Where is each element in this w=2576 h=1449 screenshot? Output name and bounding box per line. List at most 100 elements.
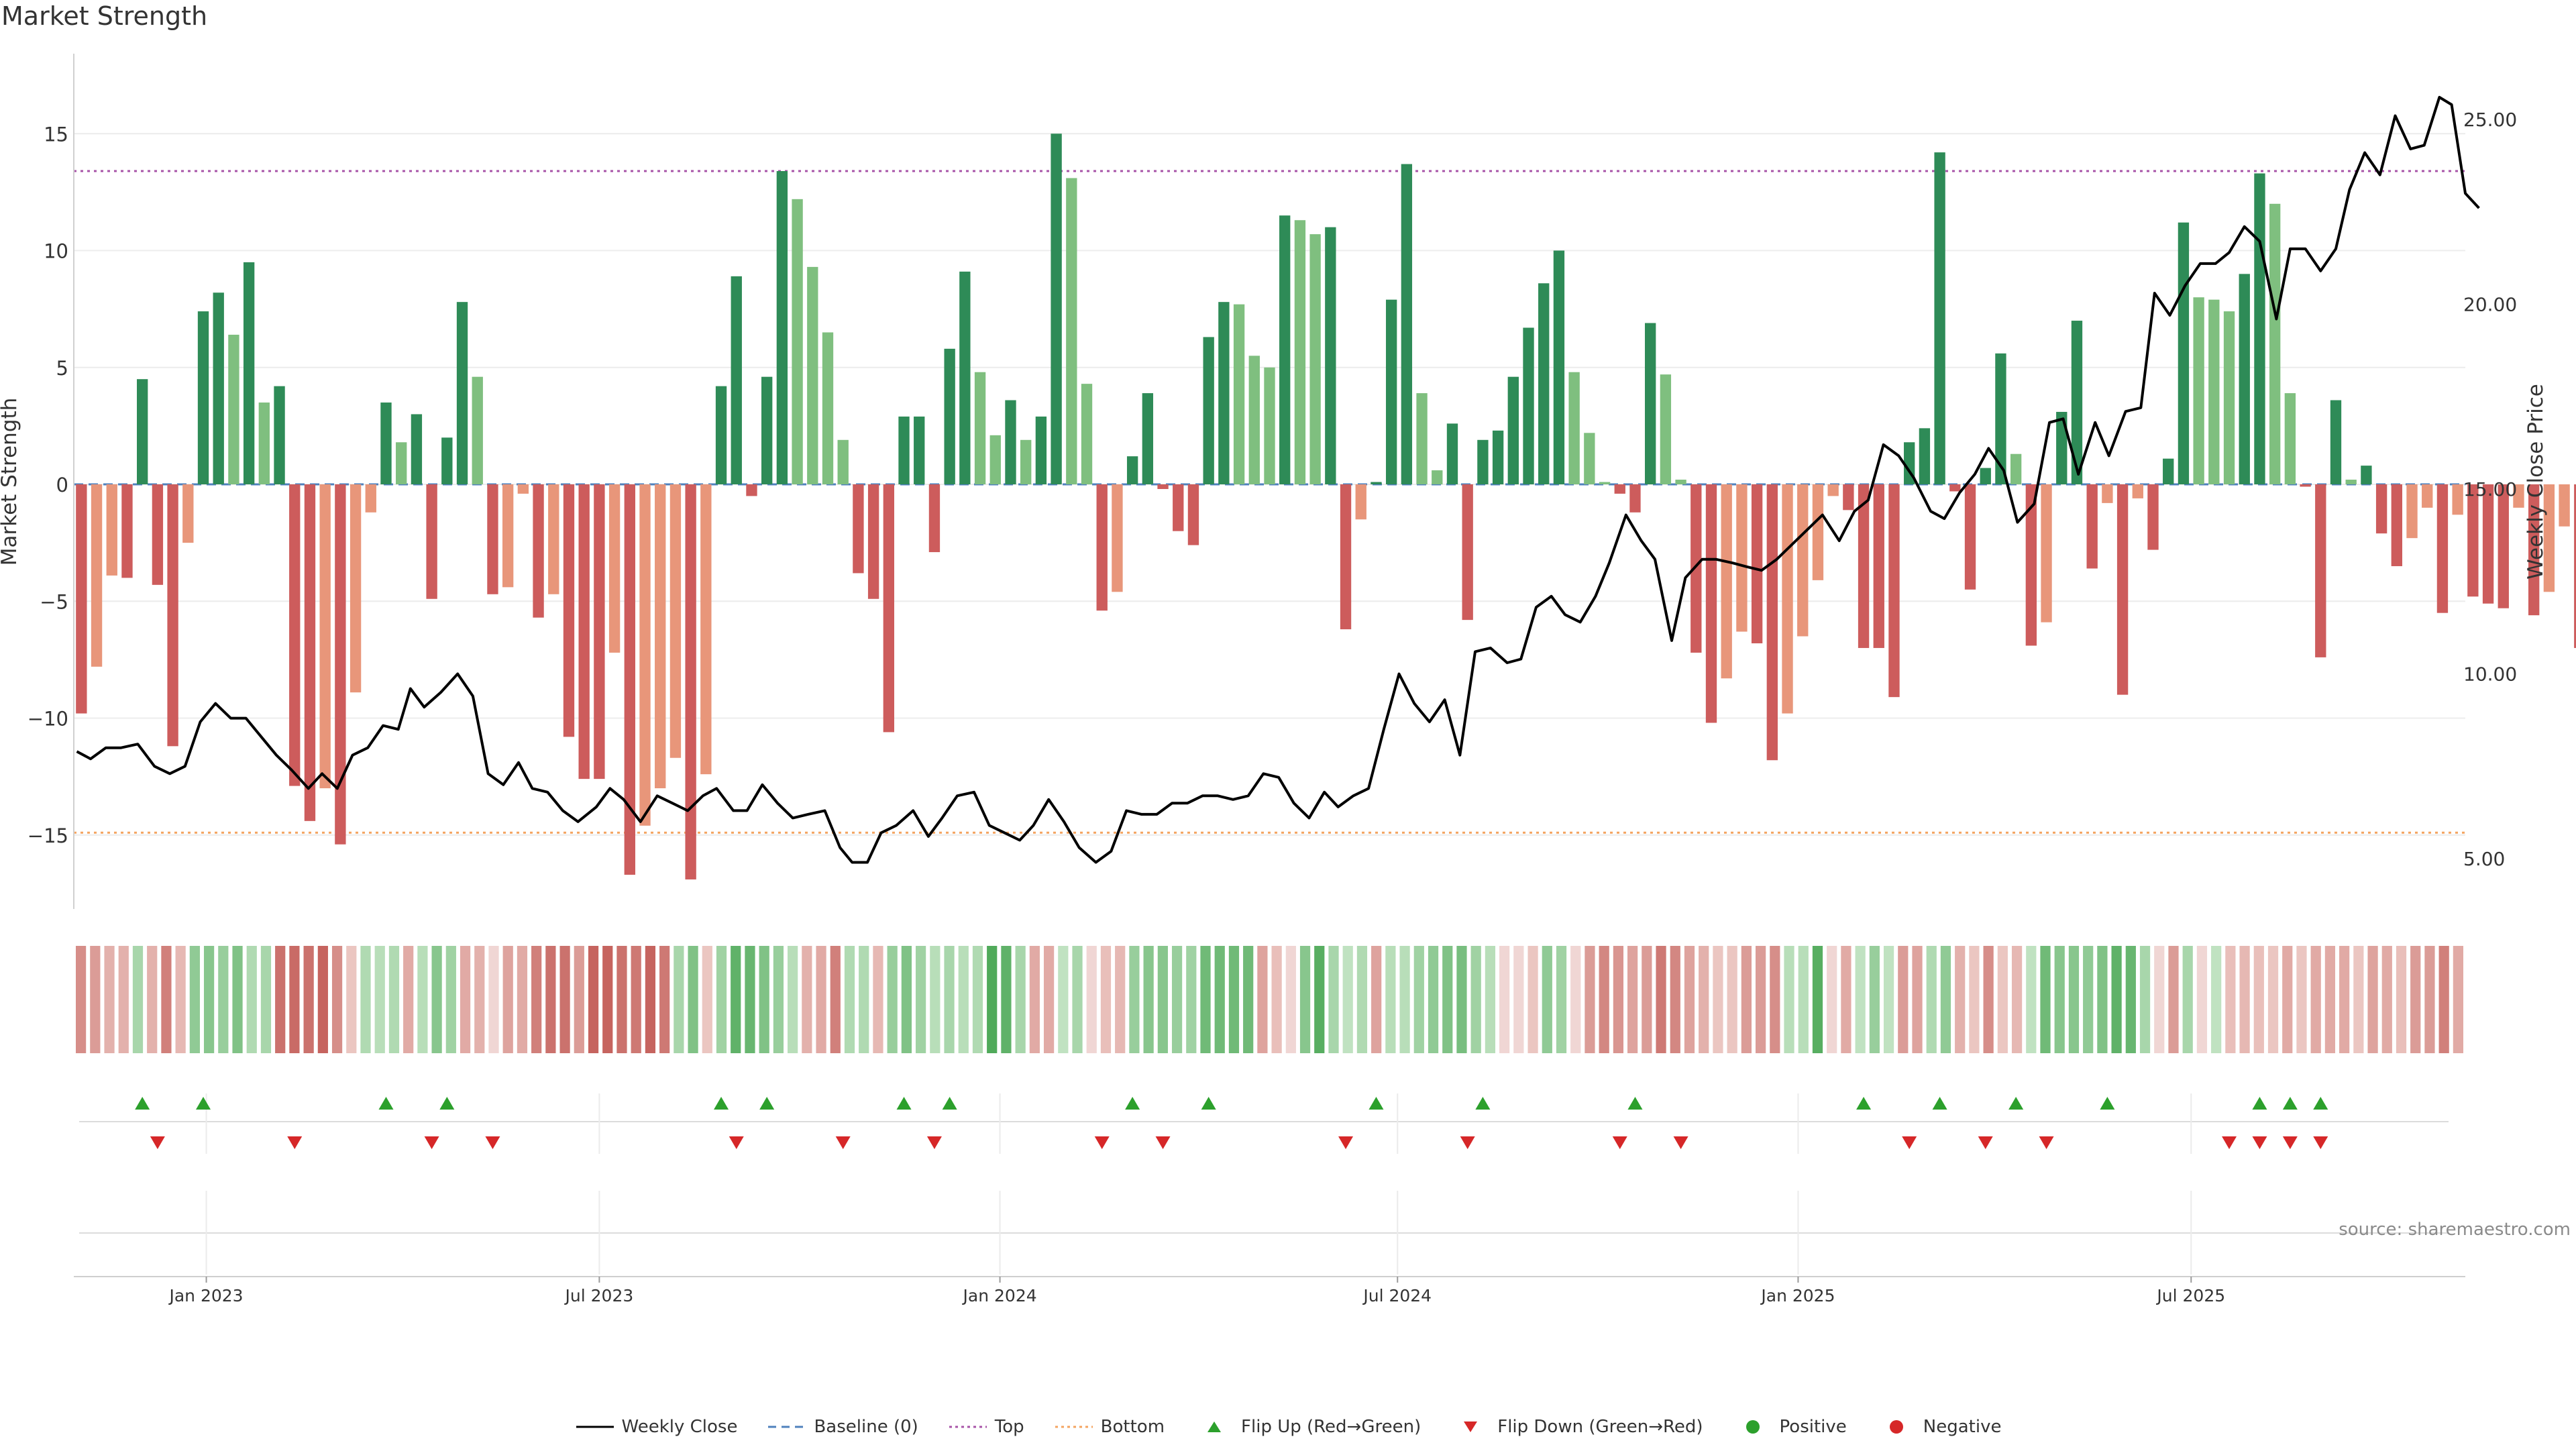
strength-bar: [1416, 393, 1428, 484]
strength-bar: [578, 484, 590, 780]
strength-bar: [1629, 484, 1641, 513]
strength-strip-cell: [1356, 946, 1368, 1053]
strength-strip-cell: [1129, 946, 1140, 1053]
strength-bar: [2300, 484, 2311, 487]
strength-strip-cell: [1869, 946, 1880, 1053]
strength-strip-cell: [616, 946, 627, 1053]
strength-strip-cell: [1257, 946, 1268, 1053]
strength-bar: [472, 376, 483, 484]
strength-strip-cell: [759, 946, 769, 1053]
strength-bar: [1812, 484, 1824, 580]
strength-bar: [1980, 468, 1991, 484]
strength-strip-cell: [688, 946, 698, 1053]
strength-strip-cell: [2111, 946, 2122, 1053]
strength-bar: [533, 484, 544, 618]
flip-down-marker: [1460, 1136, 1475, 1149]
strength-strip-cell: [1755, 946, 1766, 1053]
x-tick-label: Jul 2023: [564, 1286, 634, 1305]
strength-bar: [548, 484, 559, 594]
strength-strip-cell: [830, 946, 841, 1053]
strength-bar: [1873, 484, 1884, 648]
strength-bar: [2482, 484, 2494, 604]
flip-down-marker: [1094, 1136, 1110, 1149]
strength-strip-cell: [674, 946, 684, 1053]
strength-strip-cell: [2396, 946, 2407, 1053]
flip-down-marker: [926, 1136, 942, 1149]
flip-down-marker: [1612, 1136, 1627, 1149]
strength-bar: [1584, 433, 1595, 484]
strength-strip-cell: [346, 946, 357, 1053]
strength-bar: [2375, 484, 2387, 534]
strength-bar: [2208, 299, 2220, 484]
strength-bar: [1142, 393, 1154, 484]
strength-strip-cell: [574, 946, 584, 1053]
strength-bar: [1492, 430, 1504, 484]
strength-strip-cell: [972, 946, 983, 1053]
strength-bar: [2178, 222, 2190, 484]
strength-strip-cell: [1513, 946, 1524, 1053]
strength-bar: [1279, 215, 1291, 484]
strength-bar: [1126, 456, 1138, 484]
strength-bar: [1858, 484, 1870, 648]
strength-strip-cell: [1784, 946, 1794, 1053]
strength-bar: [441, 437, 453, 484]
flip-up-marker: [196, 1097, 211, 1110]
strength-strip-cell: [1585, 946, 1595, 1053]
strength-strip-cell: [2267, 946, 2279, 1053]
strength-bar: [121, 484, 133, 578]
strength-strip-cell: [2296, 946, 2307, 1053]
strength-strip-cell: [1314, 946, 1325, 1053]
x-tick-label: Jan 2024: [962, 1286, 1037, 1305]
flip-up-marker: [378, 1097, 394, 1110]
strength-bar: [1187, 484, 1199, 545]
strength-strip-cell: [1115, 946, 1126, 1053]
strength-bar: [974, 372, 986, 484]
strength-bar: [396, 442, 407, 484]
strength-bar: [1462, 484, 1473, 621]
strength-strip-cell: [1043, 946, 1055, 1053]
strength-strip-cell: [1898, 946, 1909, 1053]
y2-tick-label: 10.00: [2463, 663, 2517, 686]
legend-item: Top: [948, 1417, 1024, 1437]
strength-bar: [715, 386, 727, 484]
strength-bar: [776, 171, 788, 484]
strength-strip-cell: [2168, 946, 2179, 1053]
strength-strip-cell: [246, 946, 257, 1053]
strength-strip-cell: [474, 946, 485, 1053]
strength-strip-cell: [631, 946, 641, 1053]
strength-strip-cell: [1670, 946, 1680, 1053]
strength-bar: [76, 484, 87, 714]
legend-item: Weekly Close: [575, 1417, 737, 1437]
flip-up-marker: [1368, 1097, 1384, 1110]
strength-bar: [959, 271, 971, 484]
legend-item: Flip Up (Red→Green): [1194, 1417, 1421, 1437]
strength-bar: [1690, 484, 1702, 653]
legend-label: Flip Up (Red→Green): [1241, 1417, 1421, 1437]
chart-title: Market Strength: [1, 1, 208, 31]
y2-tick-label: 5.00: [2463, 848, 2505, 870]
strength-strip-cell: [1642, 946, 1652, 1053]
strength-bar: [2330, 400, 2342, 484]
strength-bar: [1432, 470, 1443, 484]
legend-symbol-icon: [1876, 1419, 1917, 1435]
strength-strip-cell: [987, 946, 998, 1053]
flip-down-marker: [2252, 1136, 2267, 1149]
strength-strip-cell: [944, 946, 955, 1053]
flip-down-marker: [1155, 1136, 1171, 1149]
strength-strip-cell: [844, 946, 855, 1053]
strength-strip-cell: [2068, 946, 2080, 1053]
strength-strip-cell: [588, 946, 599, 1053]
strength-strip-cell: [1912, 946, 1923, 1053]
strength-bar: [1934, 152, 1945, 484]
strength-strip-cell: [2339, 946, 2350, 1053]
strength-strip-cell: [1100, 946, 1112, 1053]
strength-bar: [243, 262, 255, 484]
flip-up-marker: [1627, 1097, 1643, 1110]
legend-symbol-icon: [575, 1419, 615, 1435]
strength-bar: [1233, 304, 1245, 484]
strength-strip-cell: [1485, 946, 1496, 1053]
strength-bar: [563, 484, 575, 737]
strength-bar: [731, 276, 742, 484]
strength-strip-cell: [1442, 946, 1453, 1053]
strength-strip-cell: [1299, 946, 1311, 1053]
